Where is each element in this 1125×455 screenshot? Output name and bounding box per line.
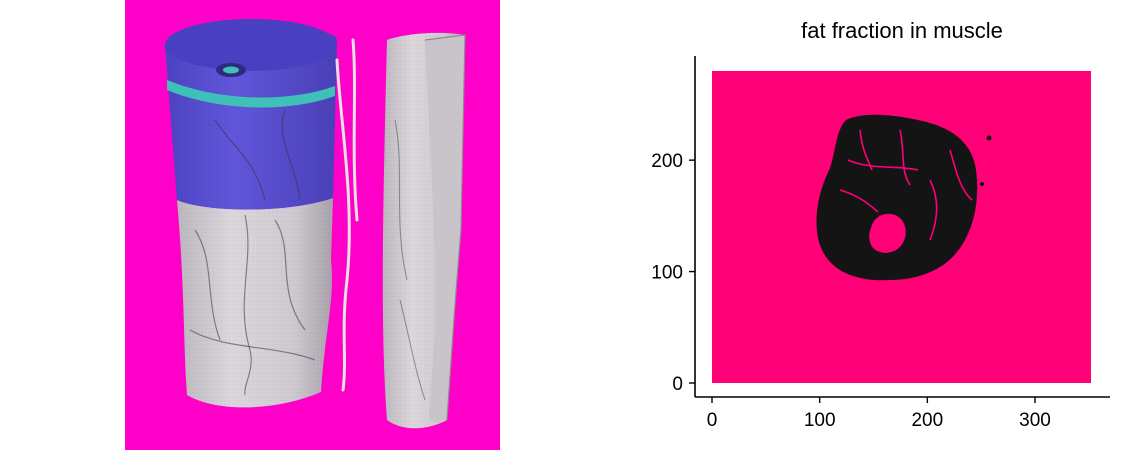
volume-render-panel	[125, 0, 500, 450]
y-tick-label: 0	[672, 374, 683, 395]
volume-render	[125, 0, 500, 450]
x-tick-label: 300	[1019, 410, 1051, 431]
y-tick-label: 100	[651, 263, 683, 284]
y-tick-label: 200	[651, 151, 683, 172]
plot-svg: fat fraction in muscle 0 100 200 300 0 100 200	[600, 0, 1125, 450]
fat-fraction-plot: fat fraction in muscle 0 100 200 300 0 100 200	[600, 0, 1125, 450]
x-tick-label: 0	[707, 410, 718, 431]
plot-title: fat fraction in muscle	[801, 18, 1003, 43]
x-tick-label: 200	[911, 410, 943, 431]
x-tick-label: 100	[804, 410, 836, 431]
